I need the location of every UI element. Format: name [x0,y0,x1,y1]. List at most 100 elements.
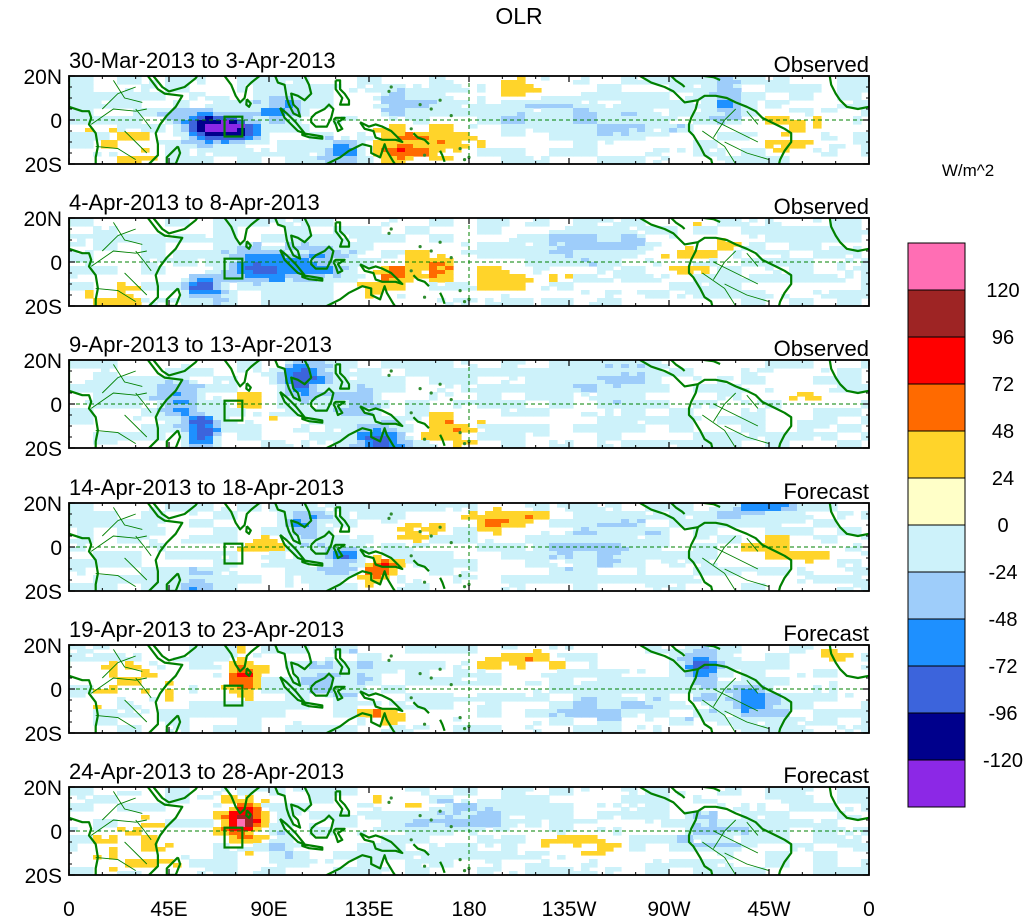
anomaly-cell [445,376,454,381]
anomaly-cell [445,286,454,291]
anomaly-cell [285,412,294,417]
anomaly-cell [821,230,830,235]
anomaly-cell [861,278,869,283]
anomaly-cell [629,128,638,133]
anomaly-cell [581,535,590,540]
anomaly-cell [133,376,142,381]
anomaly-cell [301,511,310,516]
anomaly-cell [269,412,278,417]
anomaly-cell [285,364,294,369]
anomaly-cell [501,88,510,93]
anomaly-cell [349,116,358,121]
anomaly-cell [709,112,718,117]
anomaly-cell [293,274,302,279]
anomaly-cell [421,104,430,109]
anomaly-cell [501,408,510,413]
anomaly-cell [341,368,350,373]
anomaly-cell [165,416,174,421]
anomaly-cell [365,242,374,247]
anomaly-cell [301,535,310,540]
anomaly-cell [581,523,590,528]
anomaly-cell [717,274,726,279]
anomaly-cell [589,218,598,223]
anomaly-cell [269,503,278,508]
anomaly-cell [829,234,838,239]
anomaly-cell [637,160,646,164]
anomaly-cell [181,128,190,133]
anomaly-cell [621,242,630,247]
anomaly-cell [277,76,286,81]
anomaly-cell [789,144,798,149]
anomaly-cell [741,507,750,512]
anomaly-cell [581,527,590,532]
anomaly-cell [589,258,598,263]
anomaly-cell [189,140,198,145]
anomaly-cell [789,270,798,275]
anomaly-cell [861,80,869,85]
anomaly-cell [301,444,310,448]
anomaly-cell [269,234,278,239]
anomaly-cell [701,80,710,85]
anomaly-cell [517,254,526,259]
anomaly-cell [549,388,558,393]
anomaly-cell [573,515,582,520]
anomaly-cell [453,539,462,544]
anomaly-cell [629,368,638,373]
anomaly-cell [485,148,494,153]
anomaly-cell [317,156,326,161]
anomaly-cell [805,364,814,369]
anomaly-cell [725,156,734,161]
anomaly-cell [197,144,206,149]
anomaly-cell [701,527,710,532]
anomaly-cell [413,404,422,409]
anomaly-cell [693,290,702,295]
anomaly-cell [557,404,566,409]
anomaly-cell [773,278,782,283]
anomaly-cell [581,507,590,512]
anomaly-cell [197,372,206,377]
anomaly-cell [821,234,830,239]
anomaly-cell [133,400,142,405]
anomaly-cell [293,258,302,263]
anomaly-cell [181,238,190,243]
anomaly-cell [69,112,78,117]
anomaly-cell [485,282,494,287]
anomaly-cell [733,396,742,401]
anomaly-cell [413,274,422,279]
anomaly-cell [357,282,366,287]
anomaly-cell [765,527,774,532]
anomaly-cell [317,507,326,512]
anomaly-cell [693,254,702,259]
anomaly-cell [661,420,670,425]
anomaly-cell [85,294,94,299]
anomaly-cell [533,242,542,247]
anomaly-cell [357,234,366,239]
anomaly-cell [693,226,702,231]
anomaly-cell [213,246,222,251]
anomaly-cell [533,100,542,105]
anomaly-cell [365,515,374,520]
anomaly-cell [645,116,654,121]
anomaly-cell [573,132,582,137]
anomaly-cell [525,511,534,516]
anomaly-cell [773,270,782,275]
anomaly-cell [301,543,310,548]
anomaly-cell [629,108,638,113]
anomaly-cell [253,120,262,125]
anomaly-cell [533,392,542,397]
anomaly-cell [501,222,510,227]
anomaly-cell [165,140,174,145]
anomaly-cell [413,148,422,153]
anomaly-cell [189,368,198,373]
anomaly-cell [565,104,574,109]
anomaly-cell [605,368,614,373]
island [458,147,462,151]
anomaly-cell [165,108,174,113]
anomaly-cell [757,519,766,524]
anomaly-cell [373,392,382,397]
anomaly-cell [421,112,430,117]
anomaly-cell [213,420,222,425]
anomaly-cell [397,432,406,437]
anomaly-cell [381,136,390,141]
anomaly-cell [365,507,374,512]
